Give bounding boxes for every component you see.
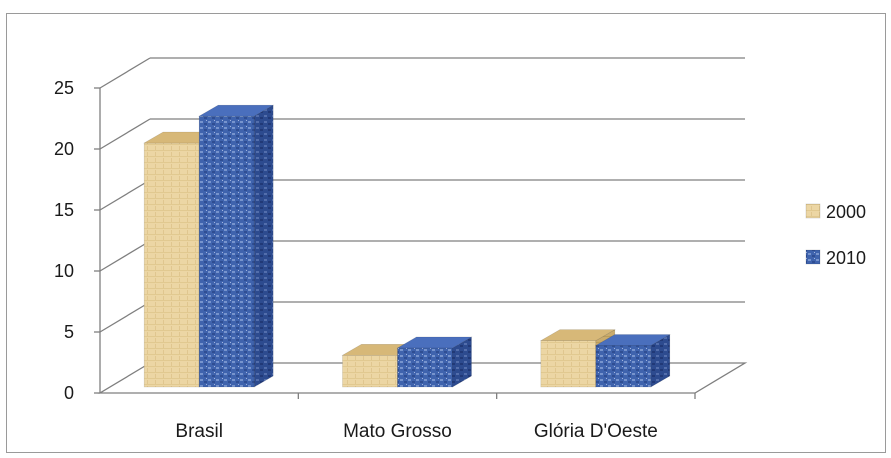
y-tick-label: 10	[54, 261, 74, 281]
y-tick-label: 20	[54, 139, 74, 159]
legend-swatch	[805, 249, 821, 265]
gridline-diagonal	[99, 240, 151, 272]
x-axis-labels: Brasil Mato Grosso Glória D'Oeste	[175, 393, 696, 442]
x-tick-label: Glória D'Oeste	[534, 421, 658, 442]
y-axis: 0 5 10 15 20 25	[54, 78, 101, 403]
y-tick-label: 25	[54, 78, 74, 98]
legend-item-2010: 2010	[805, 248, 866, 268]
legend-label: 2010	[826, 248, 866, 268]
bar-gl-ria-d-oeste-2010	[594, 333, 671, 388]
legend-swatch	[805, 203, 821, 219]
bars	[143, 104, 671, 388]
legend-item-2000: 2000	[805, 202, 866, 222]
legend-label: 2000	[826, 202, 866, 222]
gridline-diagonal	[99, 301, 151, 333]
gridline-diagonal	[99, 179, 151, 211]
y-tick-label: 0	[64, 383, 74, 403]
bar-mato-grosso-2010	[396, 336, 473, 388]
x-tick-label: Mato Grosso	[343, 421, 452, 442]
x-tick-label: Brasil	[175, 421, 223, 442]
bar-brasil-2010	[198, 104, 275, 388]
legend: 2000 2010	[805, 202, 866, 268]
y-tick-label: 5	[64, 322, 74, 342]
y-tick-label: 15	[54, 200, 74, 220]
gridline-diagonal	[99, 118, 151, 150]
gridline-diagonal	[99, 57, 151, 89]
